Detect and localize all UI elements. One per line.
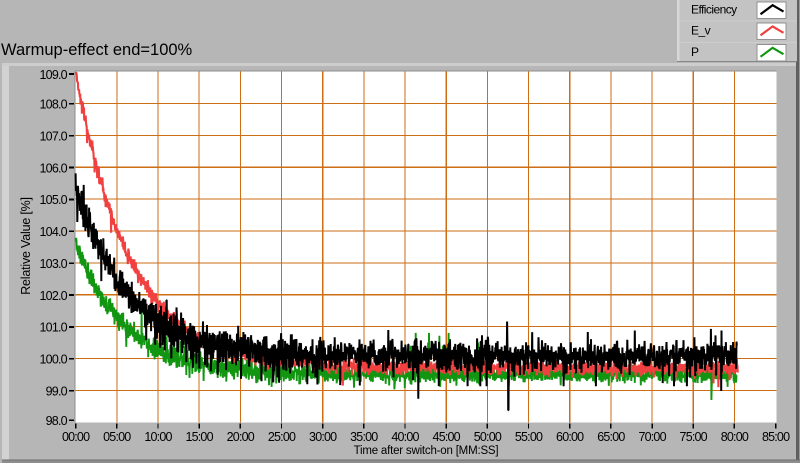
svg-text:102.0: 102.0	[40, 289, 68, 303]
svg-text:50:00: 50:00	[474, 430, 502, 444]
svg-text:108.0: 108.0	[40, 98, 68, 112]
svg-text:45:00: 45:00	[433, 430, 461, 444]
svg-text:15:00: 15:00	[185, 430, 213, 444]
svg-text:35:00: 35:00	[350, 430, 378, 444]
svg-text:65:00: 65:00	[597, 430, 625, 444]
svg-text:E_v: E_v	[691, 24, 711, 38]
svg-text:85:00: 85:00	[762, 430, 790, 444]
svg-text:10:00: 10:00	[144, 430, 172, 444]
svg-text:104.0: 104.0	[40, 225, 68, 239]
svg-text:103.0: 103.0	[40, 257, 68, 271]
svg-text:00:00: 00:00	[62, 430, 90, 444]
svg-text:70:00: 70:00	[638, 430, 666, 444]
svg-text:75:00: 75:00	[680, 430, 708, 444]
svg-text:30:00: 30:00	[309, 430, 337, 444]
svg-text:106.0: 106.0	[40, 161, 68, 175]
svg-text:109.0: 109.0	[40, 68, 68, 82]
svg-text:80:00: 80:00	[721, 430, 749, 444]
svg-text:25:00: 25:00	[268, 430, 296, 444]
svg-text:20:00: 20:00	[227, 430, 255, 444]
svg-text:99.0: 99.0	[46, 385, 68, 399]
svg-text:Warmup-effect end=100%: Warmup-effect end=100%	[1, 41, 193, 59]
svg-text:Efficiency: Efficiency	[691, 2, 737, 16]
svg-text:101.0: 101.0	[40, 321, 68, 335]
svg-text:105.0: 105.0	[40, 193, 68, 207]
svg-text:05:00: 05:00	[103, 430, 131, 444]
svg-text:100.0: 100.0	[40, 353, 68, 367]
svg-text:40:00: 40:00	[391, 430, 419, 444]
svg-text:Time after switch-on [MM:SS]: Time after switch-on [MM:SS]	[354, 445, 499, 457]
svg-text:55:00: 55:00	[515, 430, 543, 444]
svg-text:Relative Value [%]: Relative Value [%]	[19, 197, 33, 295]
svg-text:98.0: 98.0	[46, 414, 68, 428]
svg-text:107.0: 107.0	[40, 129, 68, 143]
svg-text:60:00: 60:00	[556, 430, 584, 444]
svg-text:P: P	[691, 45, 699, 59]
